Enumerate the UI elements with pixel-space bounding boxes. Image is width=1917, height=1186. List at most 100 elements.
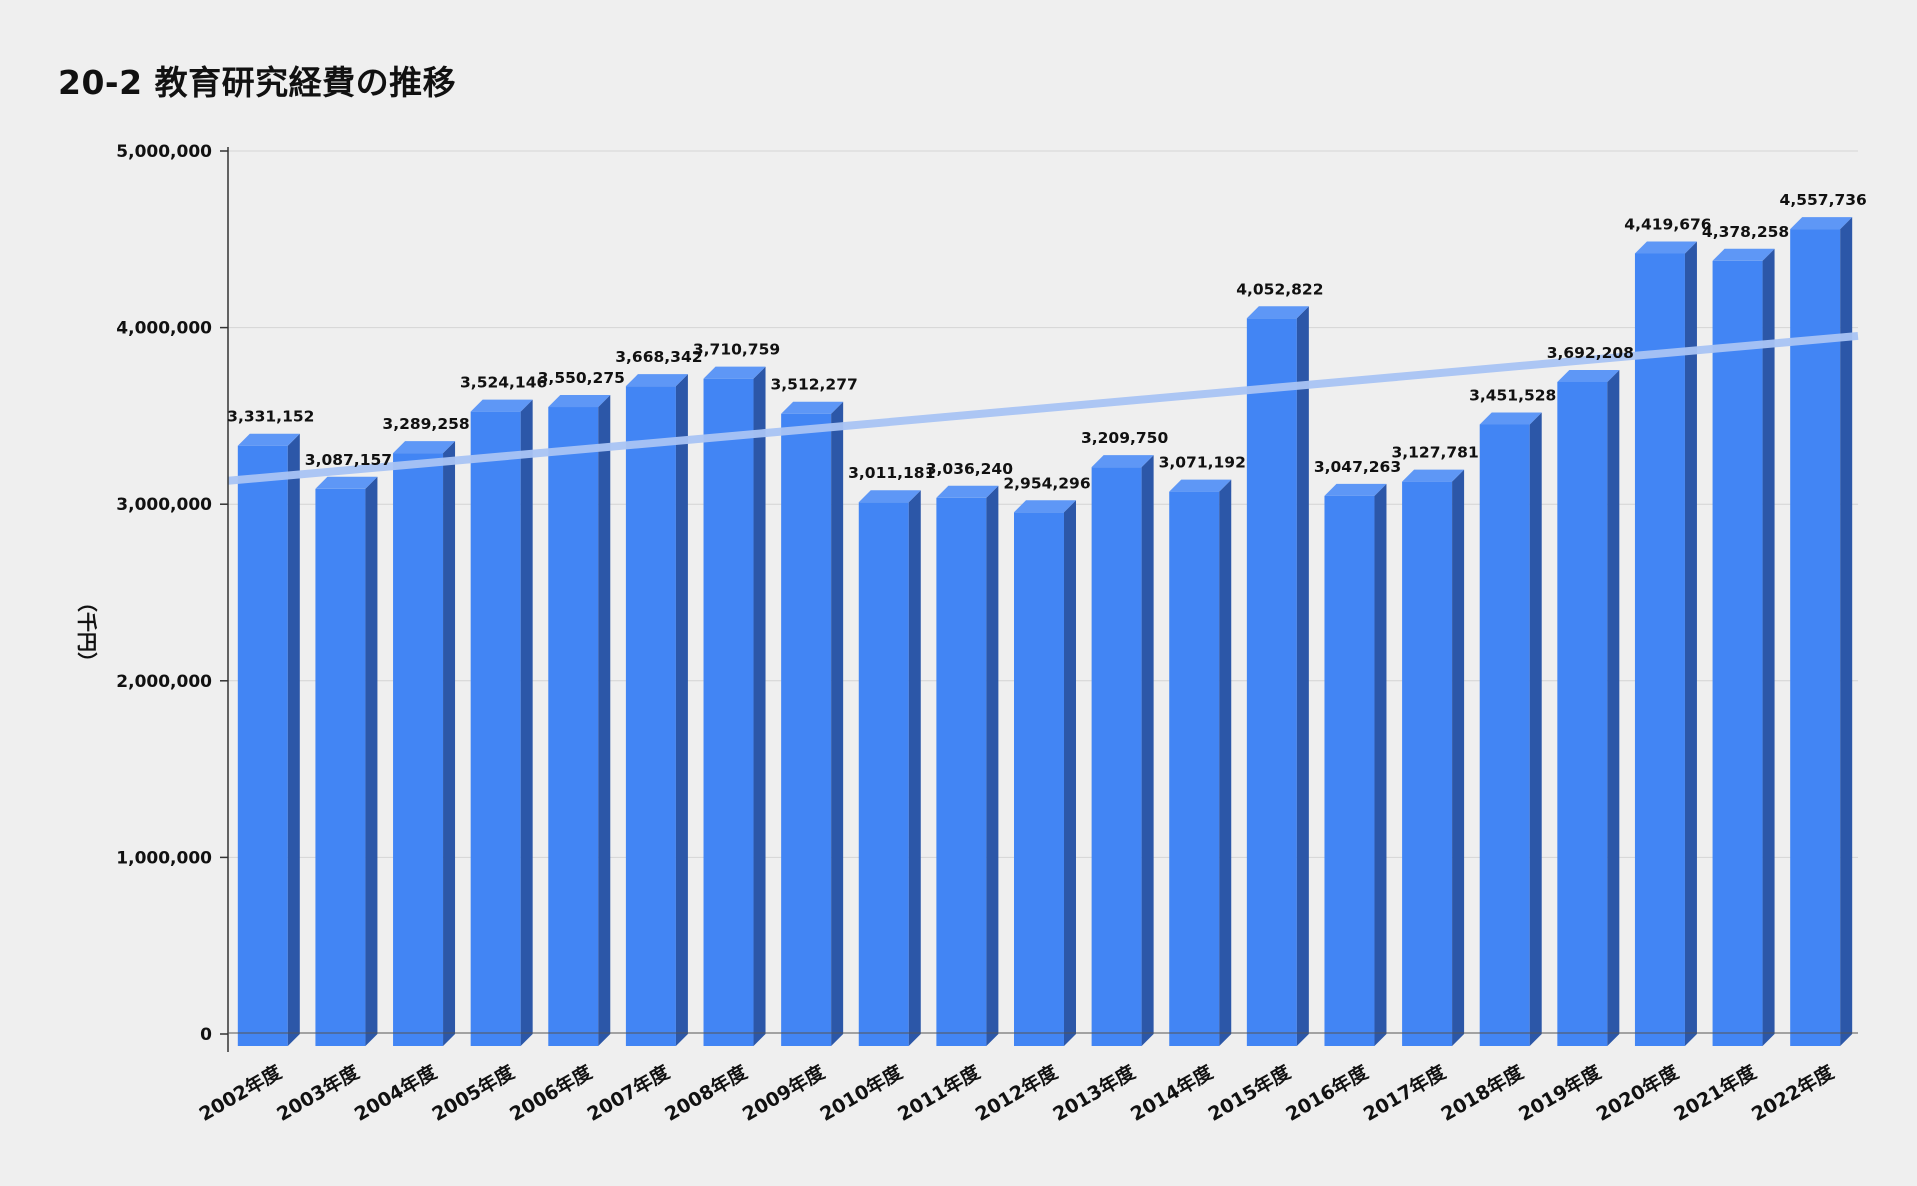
bar-front — [1557, 381, 1608, 1046]
bar-top — [781, 401, 844, 414]
bar-front — [1246, 318, 1297, 1047]
bar-side — [1529, 412, 1542, 1046]
bar-2018年度 — [1479, 412, 1542, 1046]
bar-2009年度 — [781, 401, 844, 1046]
bar-top — [1091, 455, 1154, 468]
data-label: 3,710,759 — [693, 341, 780, 359]
x-tick-label: 2002年度 — [195, 1060, 286, 1126]
bar-front — [936, 497, 987, 1046]
trendline — [227, 331, 1859, 485]
bar-front — [315, 488, 366, 1046]
bar-side — [986, 485, 999, 1046]
bar-top — [936, 485, 999, 498]
bar-side — [443, 441, 456, 1046]
bar-side — [675, 374, 688, 1047]
bar-top — [470, 399, 533, 412]
bar-top — [1479, 412, 1542, 425]
data-label: 4,052,822 — [1236, 280, 1323, 298]
data-label: 3,011,181 — [848, 464, 935, 482]
bar-front — [1479, 424, 1530, 1046]
chart-title: 20-2 教育研究経費の推移 — [58, 63, 457, 102]
x-tick-label: 2019年度 — [1515, 1060, 1606, 1126]
y-axis-title: （千円） — [75, 592, 99, 672]
x-tick-label: 2017年度 — [1359, 1060, 1450, 1126]
data-label: 4,557,736 — [1780, 191, 1867, 209]
data-label: 3,692,208 — [1547, 344, 1634, 362]
trendline-layer — [227, 331, 1859, 485]
y-axis-title-group: （千円） — [75, 592, 99, 672]
bar-front — [548, 407, 599, 1046]
x-tick-label: 2003年度 — [273, 1060, 364, 1126]
x-tick-label: 2011年度 — [894, 1060, 985, 1126]
bar-front — [1324, 495, 1375, 1046]
x-tick-label: 2004年度 — [350, 1060, 441, 1126]
bar-2022年度 — [1790, 217, 1853, 1046]
bar-side — [831, 401, 844, 1046]
bar-side — [1374, 483, 1387, 1046]
data-label: 3,087,157 — [305, 451, 392, 469]
data-label: 3,331,152 — [227, 408, 314, 426]
data-label: 3,047,263 — [1314, 458, 1401, 476]
bar-2002年度 — [237, 433, 300, 1046]
axes: 0 1,000,000 2,000,000 3,000,000 4,000,000 5,0… — [116, 142, 1858, 1052]
data-label: 3,512,277 — [771, 376, 858, 394]
bar-2011年度 — [936, 485, 999, 1046]
bar-top — [1634, 241, 1697, 254]
bar-top — [1246, 306, 1309, 319]
bar-top — [1402, 469, 1465, 482]
bar-2008年度 — [703, 366, 766, 1047]
y-tick-label: 1,000,000 — [116, 848, 212, 868]
bar-side — [1064, 500, 1076, 1046]
data-label: 3,524,146 — [460, 374, 547, 392]
bar-side — [365, 476, 378, 1046]
y-tick-label: 3,000,000 — [116, 495, 212, 515]
bar-top — [1712, 248, 1775, 261]
bar-side — [520, 399, 533, 1046]
bar-2017年度 — [1402, 469, 1465, 1046]
bar-side — [1840, 217, 1853, 1046]
bar-2016年度 — [1324, 483, 1387, 1046]
x-tick-label: 2005年度 — [428, 1060, 519, 1126]
bar-top — [1557, 369, 1620, 382]
bar-side — [1607, 369, 1620, 1046]
y-tick-label: 4,000,000 — [116, 319, 212, 339]
bar-side — [1452, 469, 1465, 1046]
bar-2010年度 — [858, 490, 921, 1046]
bar-front — [393, 453, 444, 1046]
y-tick-label: 2,000,000 — [116, 672, 212, 692]
x-tick-label: 2009年度 — [738, 1060, 829, 1126]
data-label: 3,550,275 — [538, 369, 625, 387]
data-label: 2,954,296 — [1003, 474, 1090, 492]
data-label: 3,071,192 — [1159, 454, 1246, 472]
bar-side — [287, 433, 300, 1046]
bar-top — [315, 476, 378, 489]
bar-front — [781, 413, 832, 1046]
bar-2021年度 — [1712, 248, 1775, 1047]
x-tick-label: 2016年度 — [1282, 1060, 1373, 1126]
bar-front — [1014, 512, 1064, 1046]
data-label: 3,209,750 — [1081, 429, 1168, 447]
bar-2014年度 — [1169, 479, 1232, 1046]
bar-top — [858, 490, 921, 503]
bar-2003年度 — [315, 476, 378, 1046]
bar-2013年度 — [1091, 455, 1154, 1046]
bar-2015年度 — [1246, 306, 1309, 1047]
x-tick-label: 2014年度 — [1127, 1060, 1218, 1126]
bar-top — [1324, 483, 1387, 496]
bar-front — [237, 445, 288, 1046]
x-tick-label: 2006年度 — [506, 1060, 597, 1126]
bar-front — [703, 378, 754, 1047]
bar-side — [1296, 306, 1309, 1047]
bar-front — [1169, 491, 1220, 1046]
x-tick-label: 2021年度 — [1670, 1060, 1761, 1126]
bar-front — [1712, 260, 1763, 1046]
bar-2019年度 — [1557, 369, 1620, 1046]
bar-top — [1169, 479, 1232, 492]
x-tick-label: 2010年度 — [816, 1060, 907, 1126]
bar-front — [470, 411, 521, 1046]
bar-front — [1790, 229, 1841, 1046]
bar-front — [1091, 467, 1142, 1046]
data-label: 4,419,676 — [1624, 215, 1711, 233]
bar-side — [1762, 248, 1775, 1047]
